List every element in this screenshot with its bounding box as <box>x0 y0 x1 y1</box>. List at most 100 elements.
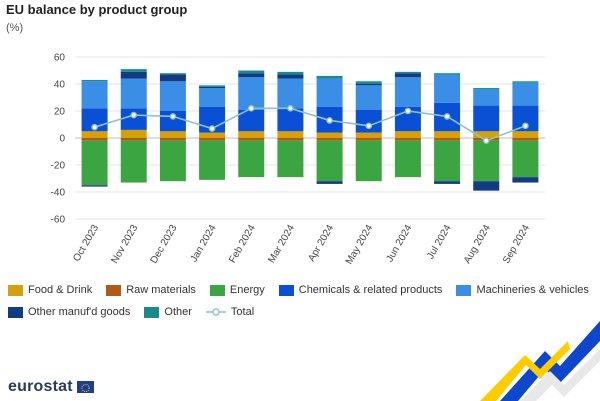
legend-label: Total <box>230 306 255 318</box>
legend-label: Energy <box>229 284 265 296</box>
bar-segment <box>238 131 265 138</box>
bar-segment <box>316 138 343 141</box>
y-tick-label: 0 <box>59 134 65 145</box>
chart-title: EU balance by product group <box>6 2 188 17</box>
total-line <box>94 107 526 142</box>
bar-segment <box>199 86 226 89</box>
legend-item[interactable]: Total <box>205 304 255 320</box>
bar-segment <box>394 131 421 138</box>
total-point <box>169 113 177 120</box>
legend-item[interactable]: Energy <box>209 282 265 298</box>
legend-item[interactable]: Food & Drink <box>8 282 92 298</box>
bar-segment <box>277 138 304 141</box>
bar-segment <box>316 78 343 107</box>
x-tick-label: Nov 2023 <box>109 223 140 266</box>
legend-swatch <box>8 306 23 318</box>
bar-segment <box>238 70 265 74</box>
legend-line-swatch <box>205 308 226 316</box>
x-axis-ticks: Oct 2023 Nov 2023 Dec 2023 Jan 2024 Feb 2024… <box>71 223 532 267</box>
bar-segment <box>512 82 539 106</box>
bar-segment <box>512 131 539 138</box>
bar-segment <box>434 140 461 182</box>
x-tick-label: Jan 2024 <box>189 223 219 265</box>
bar-segment <box>238 138 265 141</box>
bar-segment <box>199 140 226 180</box>
grid-lines <box>75 56 545 220</box>
x-tick-label: Jun 2024 <box>384 223 414 265</box>
bar-segment <box>512 138 539 141</box>
legend: Food & Drink Raw materials Energy Chemicals… <box>8 282 598 320</box>
stacked-bar-chart: -60 -40 -20 0 20 40 60 Oct 2023 Nov 2023 Dec 202… <box>51 53 545 267</box>
total-series <box>91 105 529 144</box>
bar-segment <box>434 138 461 141</box>
bar-segment <box>159 73 186 75</box>
bar-segment <box>81 140 108 186</box>
total-point <box>326 117 333 124</box>
bar-segment <box>277 131 304 138</box>
bar-segment <box>238 109 265 132</box>
bar-segment <box>199 85 226 87</box>
total-point <box>404 107 412 115</box>
total-point <box>482 137 490 144</box>
legend-swatch <box>456 284 472 296</box>
bar-segment <box>81 131 108 138</box>
bar-segment <box>355 138 382 141</box>
eurostat-logo: eurostat <box>8 378 94 396</box>
y-tick-label: 40 <box>54 80 66 91</box>
bar-segment <box>199 138 226 141</box>
x-tick-label: Apr 2024 <box>306 223 336 264</box>
x-tick-label: Mar 2024 <box>266 223 297 265</box>
bar-segment <box>512 140 539 178</box>
total-point <box>91 123 98 131</box>
x-tick-label: Feb 2024 <box>227 223 258 265</box>
bar-segment <box>394 138 421 141</box>
total-point <box>522 122 529 130</box>
bar-segment <box>120 108 147 130</box>
bar-segment <box>120 78 147 109</box>
legend-label: Machineries & vehicles <box>476 284 589 296</box>
bar-segment <box>159 140 186 182</box>
x-tick-label: Oct 2023 <box>71 223 101 264</box>
bar-segment <box>120 69 147 72</box>
y-tick-label: -40 <box>51 188 66 199</box>
x-tick-label: May 2024 <box>344 223 376 267</box>
bar-segment <box>473 131 500 138</box>
bar-segment <box>199 132 226 138</box>
bar-segment <box>355 81 382 84</box>
bar-segment <box>277 140 304 178</box>
bar-segment <box>159 74 186 82</box>
decorative-arrow-icon <box>480 321 600 401</box>
bar-segment <box>238 77 265 110</box>
legend-item[interactable]: Machineries & vehicles <box>456 282 589 298</box>
bar-segment <box>81 79 108 82</box>
bar-segment <box>394 140 421 178</box>
legend-item[interactable]: Raw materials <box>106 282 196 298</box>
bar-segment <box>434 73 461 75</box>
bar-segment <box>238 73 265 78</box>
bar-segment <box>473 105 500 132</box>
y-tick-label: 20 <box>54 107 66 118</box>
bar-segment <box>277 78 304 109</box>
x-tick-label: Dec 2023 <box>149 223 180 266</box>
bar-segment <box>355 109 382 133</box>
legend-item[interactable]: Chemicals & related products <box>278 282 442 298</box>
bar-segment <box>159 81 186 111</box>
legend-item[interactable]: Other <box>144 304 192 320</box>
bar-segment <box>394 71 421 74</box>
total-point <box>443 113 451 120</box>
bar-segment <box>120 71 147 79</box>
bar-segment <box>355 84 382 86</box>
bar-segment <box>316 75 343 79</box>
legend-label: Other manuf'd goods <box>28 306 131 318</box>
bar-segment <box>316 132 343 138</box>
legend-item[interactable]: Other manuf'd goods <box>8 304 130 320</box>
x-tick-label: Jul 2024 <box>425 223 454 262</box>
bar-segment <box>277 74 304 79</box>
x-tick-label: Sep 2024 <box>501 223 532 266</box>
legend-label: Food & Drink <box>28 284 93 296</box>
legend-swatch <box>278 284 294 296</box>
legend-swatch <box>106 284 122 296</box>
y-tick-label: 60 <box>54 53 66 64</box>
x-tick-label: Aug 2024 <box>462 223 493 266</box>
legend-swatch <box>8 284 23 296</box>
